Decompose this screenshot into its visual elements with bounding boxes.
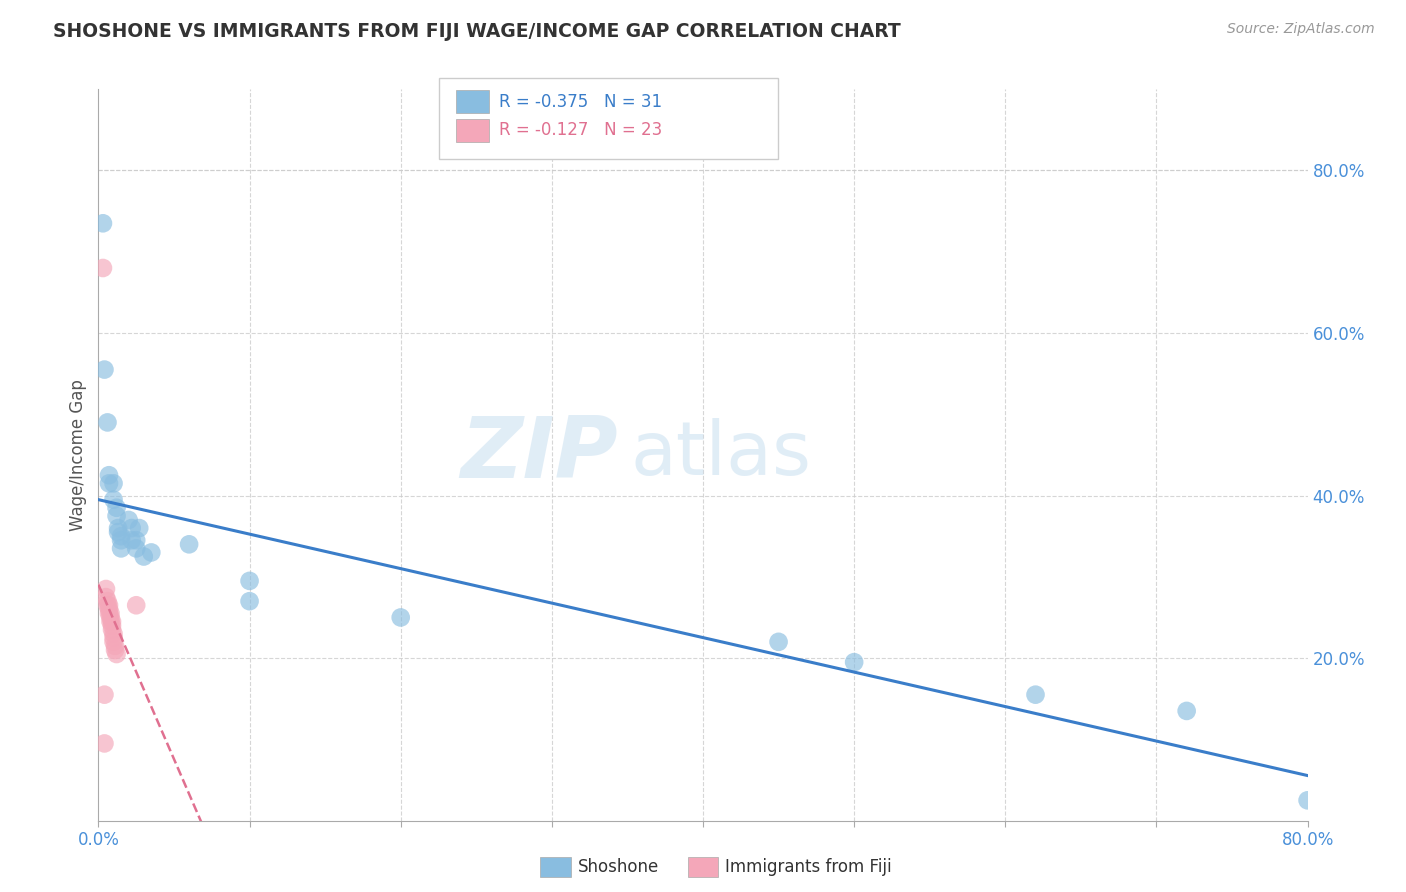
Point bbox=[103, 476, 125, 491]
Point bbox=[96, 594, 118, 608]
Point bbox=[105, 500, 128, 515]
Point bbox=[93, 736, 115, 750]
Point bbox=[103, 635, 125, 649]
Point bbox=[91, 260, 114, 275]
Point bbox=[110, 541, 132, 556]
Point bbox=[104, 643, 127, 657]
Point bbox=[96, 416, 118, 430]
Point bbox=[125, 541, 148, 556]
Point bbox=[101, 618, 124, 632]
Text: R = -0.375   N = 31: R = -0.375 N = 31 bbox=[499, 93, 662, 111]
Point bbox=[121, 533, 143, 548]
Point bbox=[389, 610, 412, 624]
Point bbox=[100, 607, 122, 621]
Point bbox=[105, 647, 128, 661]
Point bbox=[107, 521, 129, 535]
Point bbox=[94, 590, 117, 604]
Point bbox=[93, 362, 115, 376]
Point bbox=[103, 492, 125, 507]
Point bbox=[103, 631, 125, 645]
Point bbox=[141, 545, 163, 559]
Point bbox=[101, 623, 124, 637]
Text: atlas: atlas bbox=[630, 418, 811, 491]
Point bbox=[110, 529, 132, 543]
Text: Shoshone: Shoshone bbox=[578, 858, 659, 876]
Point bbox=[179, 537, 201, 551]
Point bbox=[98, 602, 121, 616]
Point bbox=[1024, 688, 1046, 702]
Point bbox=[125, 599, 148, 613]
Point bbox=[98, 607, 121, 621]
Y-axis label: Wage/Income Gap: Wage/Income Gap bbox=[69, 379, 87, 531]
Point bbox=[1296, 793, 1319, 807]
Text: Immigrants from Fiji: Immigrants from Fiji bbox=[725, 858, 893, 876]
Point bbox=[118, 513, 141, 527]
Point bbox=[94, 582, 117, 596]
Point bbox=[239, 594, 262, 608]
Point bbox=[110, 533, 132, 548]
Point bbox=[98, 599, 121, 613]
Text: ZIP: ZIP bbox=[461, 413, 619, 497]
Point bbox=[103, 626, 125, 640]
Point bbox=[107, 525, 129, 540]
Point bbox=[104, 639, 127, 653]
Point bbox=[768, 635, 790, 649]
Point bbox=[125, 533, 148, 548]
Point bbox=[1175, 704, 1198, 718]
Point bbox=[239, 574, 262, 588]
Point bbox=[132, 549, 155, 564]
Point bbox=[121, 521, 143, 535]
Point bbox=[100, 615, 122, 629]
Point bbox=[844, 655, 866, 669]
Point bbox=[96, 599, 118, 613]
Point bbox=[91, 216, 114, 230]
Point bbox=[101, 615, 124, 629]
Point bbox=[98, 468, 121, 483]
Point bbox=[128, 521, 150, 535]
Point bbox=[93, 688, 115, 702]
Point bbox=[100, 610, 122, 624]
Point bbox=[105, 508, 128, 523]
Point bbox=[98, 476, 121, 491]
Text: SHOSHONE VS IMMIGRANTS FROM FIJI WAGE/INCOME GAP CORRELATION CHART: SHOSHONE VS IMMIGRANTS FROM FIJI WAGE/IN… bbox=[53, 22, 901, 41]
Text: Source: ZipAtlas.com: Source: ZipAtlas.com bbox=[1227, 22, 1375, 37]
Text: R = -0.127   N = 23: R = -0.127 N = 23 bbox=[499, 121, 662, 139]
